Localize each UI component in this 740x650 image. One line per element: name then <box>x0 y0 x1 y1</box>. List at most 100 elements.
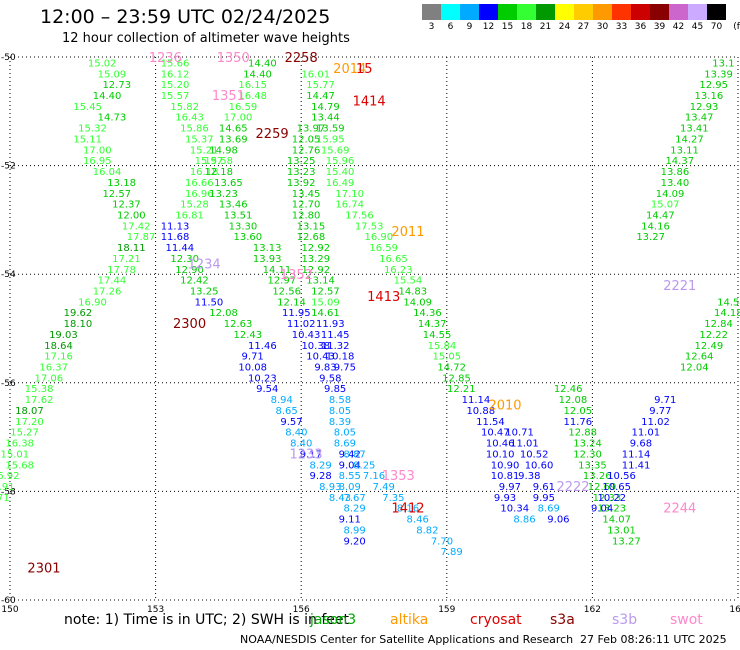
wave-height-label: 12.42 <box>180 276 209 287</box>
wave-height-label: 9.68 <box>630 439 652 450</box>
wave-height-label: 14.09 <box>656 189 685 200</box>
wave-height-label: 14.40 <box>243 69 272 80</box>
wave-height-label: 10.81 <box>491 471 520 482</box>
wave-height-label: 15.09 <box>98 69 127 80</box>
wave-height-label: 8.43 <box>329 493 351 504</box>
pass-time-label: 1353 <box>382 469 415 484</box>
wave-height-label: 13.24 <box>573 439 602 450</box>
wave-height-label: 9.28 <box>309 471 331 482</box>
wave-height-label: 14.47 <box>646 210 675 221</box>
wave-height-label: 18.07 <box>15 406 44 417</box>
wave-height-label: 17.53 <box>355 221 384 232</box>
wave-height-label: 7.35 <box>382 493 404 504</box>
wave-height-label: 12.64 <box>685 352 714 363</box>
wave-height-label: 8.94 <box>271 395 293 406</box>
wave-height-label: 11.14 <box>462 395 491 406</box>
legend-item-altika: altika <box>390 612 429 628</box>
wave-height-label: 14.37 <box>418 319 447 330</box>
wave-height-label: 13.27 <box>612 536 641 547</box>
wave-height-label: 15.11 <box>73 134 102 145</box>
wave-height-label: 10.38 <box>301 341 330 352</box>
wave-height-label: 8.25 <box>353 460 375 471</box>
wave-height-label: 17.00 <box>83 145 112 156</box>
pass-time-label: 2014 <box>333 62 366 77</box>
wave-height-label: 8.29 <box>343 504 365 515</box>
colorbar-level-label: 21 <box>539 22 552 32</box>
wave-height-label: 16.65 <box>379 254 408 265</box>
wave-height-label: 9.38 <box>518 471 540 482</box>
wave-height-label: 8.29 <box>309 460 331 471</box>
wave-height-label: 13.01 <box>607 525 636 536</box>
wave-height-label: 17.62 <box>25 395 54 406</box>
wave-height-label: 12.57 <box>102 189 131 200</box>
wave-height-label: 10.22 <box>597 493 626 504</box>
wave-height-label: 15.40 <box>326 167 355 178</box>
wave-height-label: 8.55 <box>339 471 361 482</box>
wave-height-label: 8.82 <box>416 525 438 536</box>
wave-height-label: 16.15 <box>238 80 267 91</box>
x-tick-label: 150 <box>1 605 18 615</box>
wave-height-label: 15.96 <box>326 156 355 167</box>
wave-height-label: 16.59 <box>369 243 398 254</box>
wave-height-label: 10.71 <box>505 428 534 439</box>
wave-height-label: 9.61 <box>533 482 555 493</box>
wave-height-label: 12.37 <box>112 200 141 211</box>
wave-height-label: 9.71 <box>654 395 676 406</box>
wave-height-label: 8.05 <box>329 406 351 417</box>
wave-height-label: 11.02 <box>641 417 670 428</box>
wave-height-label: 16.38 <box>5 439 34 450</box>
wave-height-label: 12.21 <box>447 384 476 395</box>
wave-height-label: 12.85 <box>442 373 471 384</box>
wave-height-label: 11.01 <box>631 428 660 439</box>
wave-height-label: 15.69 <box>321 145 350 156</box>
wave-height-label: 11.32 <box>321 341 350 352</box>
wave-height-label: 7.70 <box>431 536 453 547</box>
wave-height-label: 12.05 <box>564 406 593 417</box>
wave-height-label: 11.68 <box>161 232 190 243</box>
wave-height-label: 17.71 <box>0 493 10 504</box>
wave-height-label: 15.68 <box>5 460 34 471</box>
wave-height-label: 15.37 <box>185 134 214 145</box>
wave-height-label: 8.40 <box>285 428 307 439</box>
wave-height-label: 15.20 <box>161 80 190 91</box>
colorbar-swatch <box>631 4 650 20</box>
wave-height-label: 11.50 <box>195 297 224 308</box>
colorbar-swatch <box>707 4 726 20</box>
wave-height-label: 15.45 <box>73 102 102 113</box>
wave-height-label: 15.95 <box>316 134 345 145</box>
colorbar-level-label: 36 <box>634 22 647 32</box>
wave-height-label: 13.27 <box>636 232 665 243</box>
wave-height-label: 15.57 <box>161 91 190 102</box>
wave-height-label: 12.73 <box>102 80 131 91</box>
pass-time-label: 2259 <box>256 127 289 142</box>
colorbar-swatch <box>593 4 612 20</box>
wave-height-label: 11.14 <box>622 449 651 460</box>
colorbar-swatch <box>612 4 631 20</box>
wave-height-label: 11.76 <box>564 417 593 428</box>
wave-height-label: 13.25 <box>190 286 219 297</box>
wave-height-label: 13.30 <box>229 221 258 232</box>
wave-height-label: 12.22 <box>699 330 728 341</box>
colorbar-level-label: 42 <box>672 22 685 32</box>
wave-height-label: 8.05 <box>334 428 356 439</box>
wave-height-label: 12.70 <box>292 200 321 211</box>
wave-height-label: 14.73 <box>98 113 127 124</box>
wave-height-label: 17.21 <box>112 254 141 265</box>
wave-height-label: 12.68 <box>297 232 326 243</box>
wave-height-label: 13.1 <box>712 58 734 69</box>
wave-height-label: 15.32 <box>78 124 107 135</box>
wave-height-label: 14.65 <box>219 124 248 135</box>
wave-height-label: 17.42 <box>122 221 151 232</box>
y-tick-label: -52 <box>1 162 16 172</box>
colorbar-level-label: 30 <box>596 22 609 32</box>
wave-height-label: 15.02 <box>88 58 117 69</box>
colorbar-swatch <box>650 4 669 20</box>
wave-height-label: 16.18 <box>190 167 219 178</box>
pass-time-label: 1414 <box>353 94 386 109</box>
wave-height-label: 17.06 <box>35 373 64 384</box>
wave-height-label: 11.95 <box>282 308 311 319</box>
wave-height-label: 13.40 <box>661 178 690 189</box>
wave-height-label: 13.51 <box>224 210 253 221</box>
wave-height-label: 9.04 <box>339 460 361 471</box>
wave-height-label: 17.20 <box>15 417 44 428</box>
